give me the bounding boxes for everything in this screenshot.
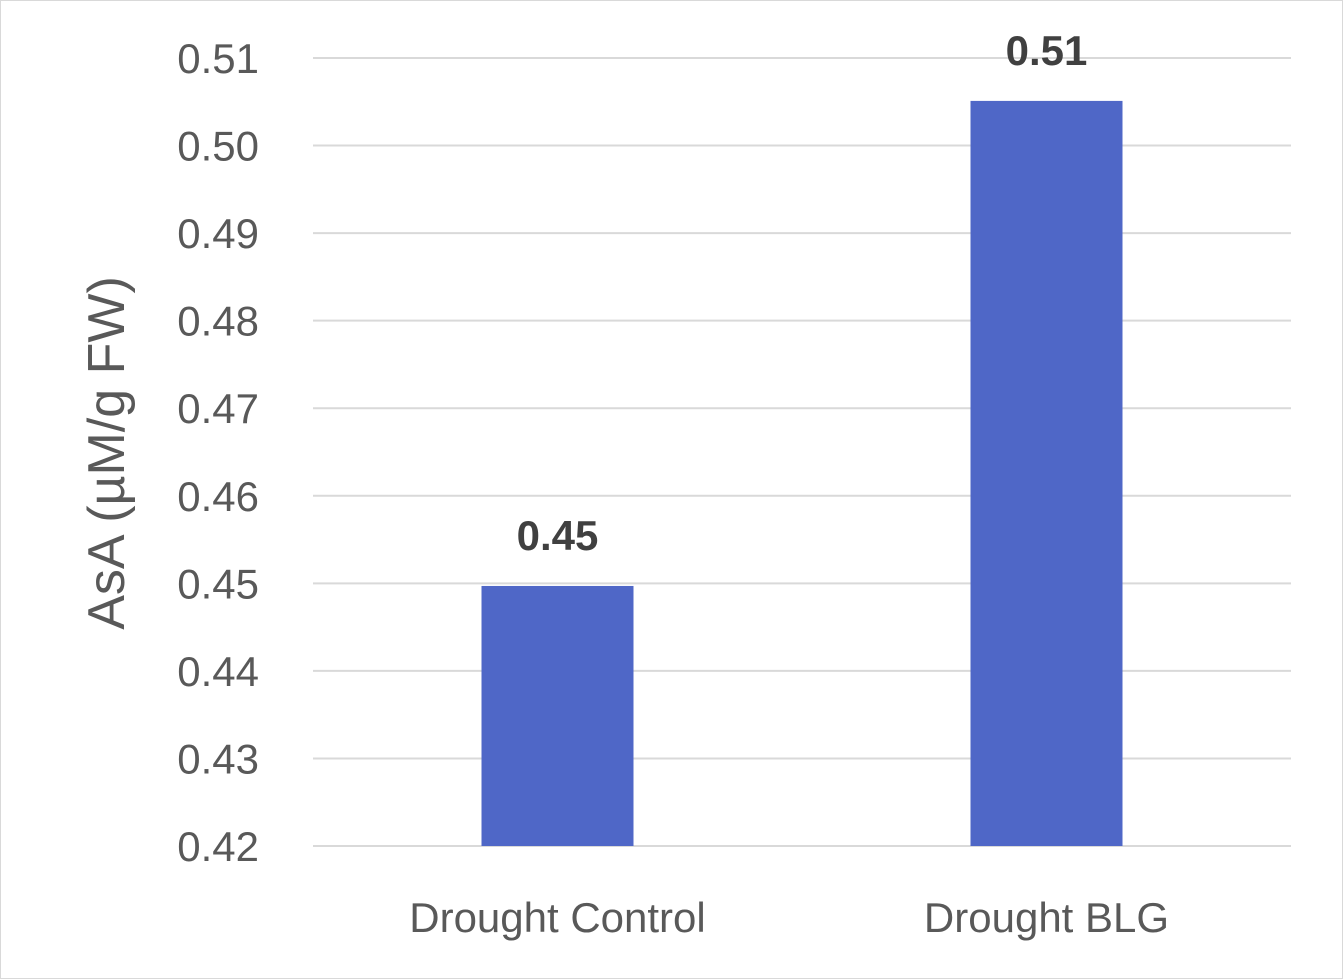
y-axis-ticks: 0.42 0.43 0.44 0.45 0.46 0.47 0.48 0.49 0.50 0.51: [177, 35, 259, 870]
y-tick-label: 0.49: [177, 210, 259, 257]
x-axis-categories: Drought Control Drought BLG: [409, 894, 1169, 941]
bar: [970, 100, 1123, 846]
data-label: 0.45: [517, 512, 599, 559]
x-category-label: Drought Control: [409, 894, 705, 941]
y-tick-label: 0.45: [177, 560, 259, 607]
bar: [481, 585, 634, 846]
bars: [481, 100, 1123, 846]
gridlines: [313, 57, 1291, 847]
data-label: 0.51: [1006, 27, 1088, 74]
y-tick-label: 0.47: [177, 385, 259, 432]
x-category-label: Drought BLG: [924, 894, 1169, 941]
y-axis-title: AsA (µM/g FW): [78, 276, 136, 630]
y-tick-label: 0.44: [177, 648, 259, 695]
y-tick-label: 0.43: [177, 735, 259, 782]
y-tick-label: 0.42: [177, 823, 259, 870]
y-tick-label: 0.46: [177, 473, 259, 520]
y-tick-label: 0.48: [177, 298, 259, 345]
y-tick-label: 0.51: [177, 35, 259, 82]
y-tick-label: 0.50: [177, 123, 259, 170]
data-labels: 0.45 0.51: [517, 27, 1088, 559]
